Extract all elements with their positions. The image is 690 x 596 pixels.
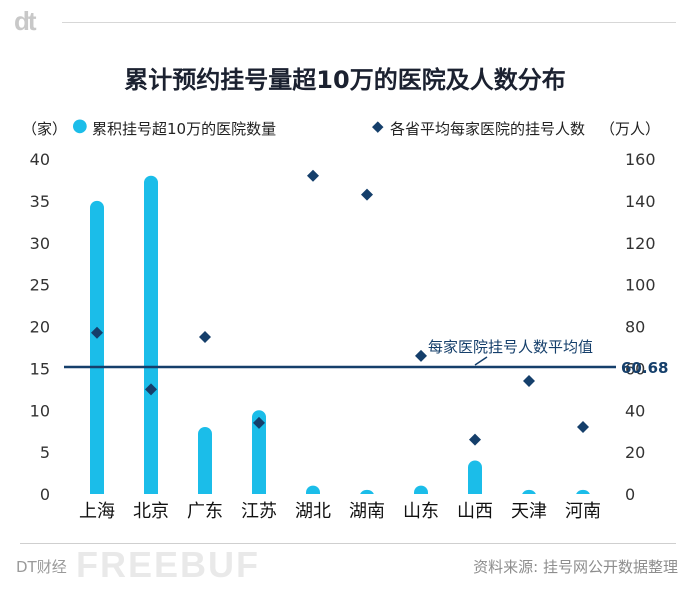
right-tick-label: 160	[625, 150, 656, 169]
average-annotation-label: 每家医院挂号人数平均值	[428, 338, 593, 356]
category-label: 湖南	[349, 501, 385, 522]
left-tick-label: 30	[30, 234, 50, 253]
diamond-marker	[361, 188, 373, 201]
right-axis-unit: （万人）	[600, 120, 661, 138]
diamond-legend-label: 各省平均每家医院的挂号人数	[390, 120, 586, 138]
bar	[468, 460, 482, 501]
right-tick-label: 140	[625, 192, 656, 211]
bar-legend-label: 累积挂号超10万的医院数量	[92, 120, 277, 138]
right-tick-label: 0	[625, 485, 635, 504]
category-label: 江苏	[241, 501, 277, 522]
baseline-mask	[65, 494, 615, 506]
source-note: 资料来源: 挂号网公开数据整理	[473, 558, 678, 576]
left-tick-label: 25	[30, 276, 50, 295]
category-label: 山西	[457, 501, 493, 522]
average-value-label: 60.68	[621, 359, 668, 377]
right-tick-label: 80	[625, 318, 645, 337]
bar	[198, 427, 212, 501]
diamond-marker	[253, 416, 265, 429]
diamond-marker	[577, 421, 589, 433]
category-label: 上海	[79, 501, 115, 522]
left-tick-label: 35	[30, 192, 50, 211]
chart-title: 累计预约挂号量超10万的医院及人数分布	[124, 66, 566, 94]
diamond-marker	[307, 169, 319, 182]
right-tick-label: 60	[625, 359, 645, 378]
top-divider	[62, 22, 676, 23]
brand-label: DT财经	[16, 558, 67, 576]
category-label: 天津	[511, 501, 547, 522]
left-tick-label: 40	[30, 150, 50, 169]
diamond-marker	[523, 374, 535, 387]
diamond-legend-icon: ◆	[372, 117, 384, 135]
dt-logo: dt	[14, 6, 37, 36]
left-tick-label: 0	[40, 485, 50, 504]
diamond-marker	[415, 349, 427, 362]
category-label: 广东	[187, 501, 223, 522]
category-label: 湖北	[295, 501, 331, 522]
right-tick-label: 100	[625, 276, 656, 295]
bottom-divider	[20, 543, 676, 544]
left-tick-label: 20	[30, 318, 50, 337]
diamond-marker	[469, 433, 481, 446]
left-axis-unit: （家）	[22, 120, 68, 138]
freebuf-watermark: FREEBUF	[76, 544, 260, 585]
diamond-marker	[145, 383, 157, 396]
left-tick-label: 10	[30, 401, 50, 420]
bar	[90, 200, 104, 501]
bar	[144, 175, 158, 501]
bar-legend-dot-icon: ●	[72, 115, 88, 136]
annotation-pointer	[474, 356, 488, 366]
diamond-marker	[91, 326, 103, 339]
diamond-marker	[199, 330, 211, 343]
category-label: 北京	[133, 501, 169, 522]
right-tick-label: 20	[625, 443, 645, 462]
bar	[252, 410, 266, 501]
left-tick-label: 5	[40, 443, 50, 462]
left-tick-label: 15	[30, 359, 50, 378]
right-tick-label: 120	[625, 234, 656, 253]
category-label: 河南	[565, 501, 601, 522]
category-label: 山东	[403, 501, 439, 522]
right-tick-label: 40	[625, 401, 645, 420]
